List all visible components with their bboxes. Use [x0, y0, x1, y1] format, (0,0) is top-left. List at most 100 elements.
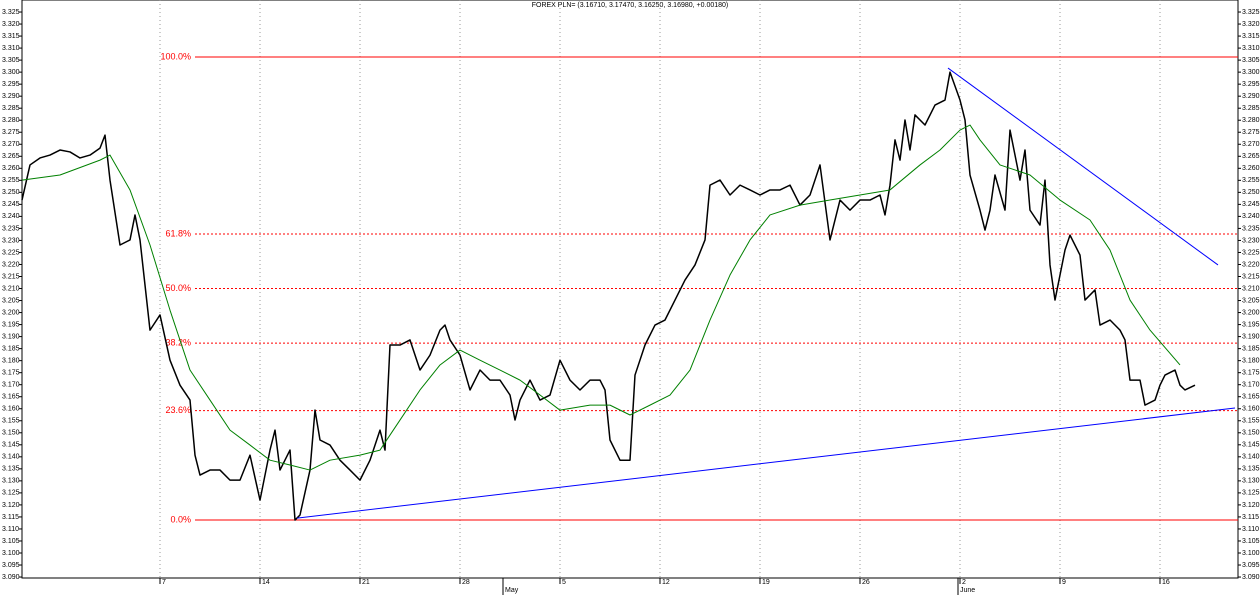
y-tick-label: 3.265 — [2, 153, 20, 160]
y-tick-label: 3.225 — [2, 249, 20, 256]
y-tick-label: 3.185 — [2, 345, 20, 352]
y-tick-label: 3.155 — [1242, 418, 1260, 425]
y-tick-label: 3.130 — [1242, 478, 1260, 485]
y-tick-label: 3.240 — [2, 213, 20, 220]
y-tick-label: 3.205 — [2, 297, 20, 304]
y-tick-label: 3.220 — [2, 261, 20, 268]
y-tick-label: 3.165 — [2, 394, 20, 401]
y-tick-label: 3.105 — [1242, 538, 1260, 545]
y-tick-label: 3.220 — [1242, 261, 1260, 268]
y-tick-label: 3.235 — [1242, 225, 1260, 232]
y-tick-label: 3.160 — [1242, 406, 1260, 413]
y-tick-label: 3.270 — [1242, 141, 1260, 148]
x-tick-label: 12 — [662, 579, 670, 586]
y-tick-label: 3.140 — [2, 454, 20, 461]
y-tick-label: 3.190 — [1242, 333, 1260, 340]
y-tick-label: 3.175 — [1242, 370, 1260, 377]
y-tick-label: 3.280 — [2, 117, 20, 124]
y-tick-label: 3.155 — [2, 418, 20, 425]
y-tick-label: 3.295 — [2, 81, 20, 88]
fib-label: 23.6% — [165, 405, 191, 415]
y-tick-label: 3.175 — [2, 370, 20, 377]
y-tick-label: 3.135 — [2, 466, 20, 473]
y-tick-label: 3.170 — [2, 382, 20, 389]
y-tick-label: 3.315 — [1242, 33, 1260, 40]
y-tick-label: 3.310 — [2, 45, 20, 52]
x-tick-label: 2 — [962, 579, 966, 586]
y-tick-label: 3.095 — [1242, 562, 1260, 569]
y-tick-label: 3.225 — [1242, 249, 1260, 256]
trend-line — [296, 407, 1236, 519]
y-tick-label: 3.245 — [2, 201, 20, 208]
y-tick-label: 3.185 — [1242, 345, 1260, 352]
y-tick-label: 3.250 — [2, 189, 20, 196]
y-tick-label: 3.130 — [2, 478, 20, 485]
y-tick-label: 3.285 — [1242, 105, 1260, 112]
trend-line — [947, 67, 1219, 266]
y-tick-label: 3.125 — [1242, 490, 1260, 497]
y-tick-label: 3.260 — [1242, 165, 1260, 172]
y-tick-label: 3.305 — [1242, 57, 1260, 64]
y-tick-label: 3.090 — [1242, 574, 1260, 581]
y-tick-label: 3.095 — [2, 562, 20, 569]
y-tick-label: 3.260 — [2, 165, 20, 172]
y-tick-label: 3.090 — [2, 574, 20, 581]
y-tick-label: 3.240 — [1242, 213, 1260, 220]
y-tick-label: 3.270 — [2, 141, 20, 148]
y-tick-label: 3.300 — [2, 69, 20, 76]
month-label: May — [505, 587, 519, 594]
x-tick-label: 26 — [862, 579, 870, 586]
y-tick-label: 3.250 — [1242, 189, 1260, 196]
y-tick-label: 3.285 — [2, 105, 20, 112]
y-tick-label: 3.135 — [1242, 466, 1260, 473]
y-tick-label: 3.140 — [1242, 454, 1260, 461]
y-tick-label: 3.145 — [1242, 442, 1260, 449]
y-tick-label: 3.200 — [1242, 309, 1260, 316]
fib-label: 38.2% — [165, 337, 191, 347]
y-tick-label: 3.210 — [1242, 285, 1260, 292]
y-tick-label: 3.190 — [2, 333, 20, 340]
y-tick-label: 3.100 — [2, 550, 20, 557]
fib-label: 50.0% — [165, 283, 191, 293]
y-tick-label: 3.290 — [1242, 93, 1260, 100]
y-tick-label: 3.100 — [1242, 550, 1260, 557]
x-tick-label: 14 — [262, 579, 270, 586]
y-tick-label: 3.275 — [2, 129, 20, 136]
y-tick-label: 3.195 — [2, 321, 20, 328]
y-tick-label: 3.105 — [2, 538, 20, 545]
y-tick-label: 3.145 — [2, 442, 20, 449]
y-tick-label: 3.115 — [2, 514, 19, 521]
fib-label: 100.0% — [160, 51, 191, 61]
x-tick-label: 21 — [362, 579, 370, 586]
y-tick-label: 3.325 — [1242, 9, 1260, 16]
y-tick-label: 3.230 — [1242, 237, 1260, 244]
y-tick-label: 3.215 — [2, 273, 20, 280]
y-tick-label: 3.170 — [1242, 382, 1260, 389]
x-tick-label: 5 — [562, 579, 566, 586]
price-line — [21, 124, 1181, 471]
y-tick-label: 3.275 — [1242, 129, 1260, 136]
y-tick-label: 3.120 — [2, 502, 20, 509]
x-tick-label: 19 — [762, 579, 770, 586]
y-tick-label: 3.110 — [2, 526, 19, 533]
y-tick-label: 3.310 — [1242, 45, 1260, 52]
fib-label: 0.0% — [170, 514, 191, 524]
y-tick-label: 3.235 — [2, 225, 20, 232]
y-tick-label: 3.160 — [2, 406, 20, 413]
y-tick-label: 3.295 — [1242, 81, 1260, 88]
y-tick-label: 3.320 — [1242, 21, 1260, 28]
price-line — [21, 71, 1196, 521]
y-tick-label: 3.300 — [1242, 69, 1260, 76]
y-tick-label: 3.115 — [1242, 514, 1259, 521]
y-tick-label: 3.125 — [2, 490, 20, 497]
y-tick-label: 3.280 — [1242, 117, 1260, 124]
x-tick-label: 9 — [1062, 579, 1066, 586]
x-tick-label: 28 — [462, 579, 470, 586]
y-tick-label: 3.150 — [1242, 430, 1260, 437]
y-tick-label: 3.195 — [1242, 321, 1260, 328]
y-tick-label: 3.210 — [2, 285, 20, 292]
y-tick-label: 3.315 — [2, 33, 20, 40]
